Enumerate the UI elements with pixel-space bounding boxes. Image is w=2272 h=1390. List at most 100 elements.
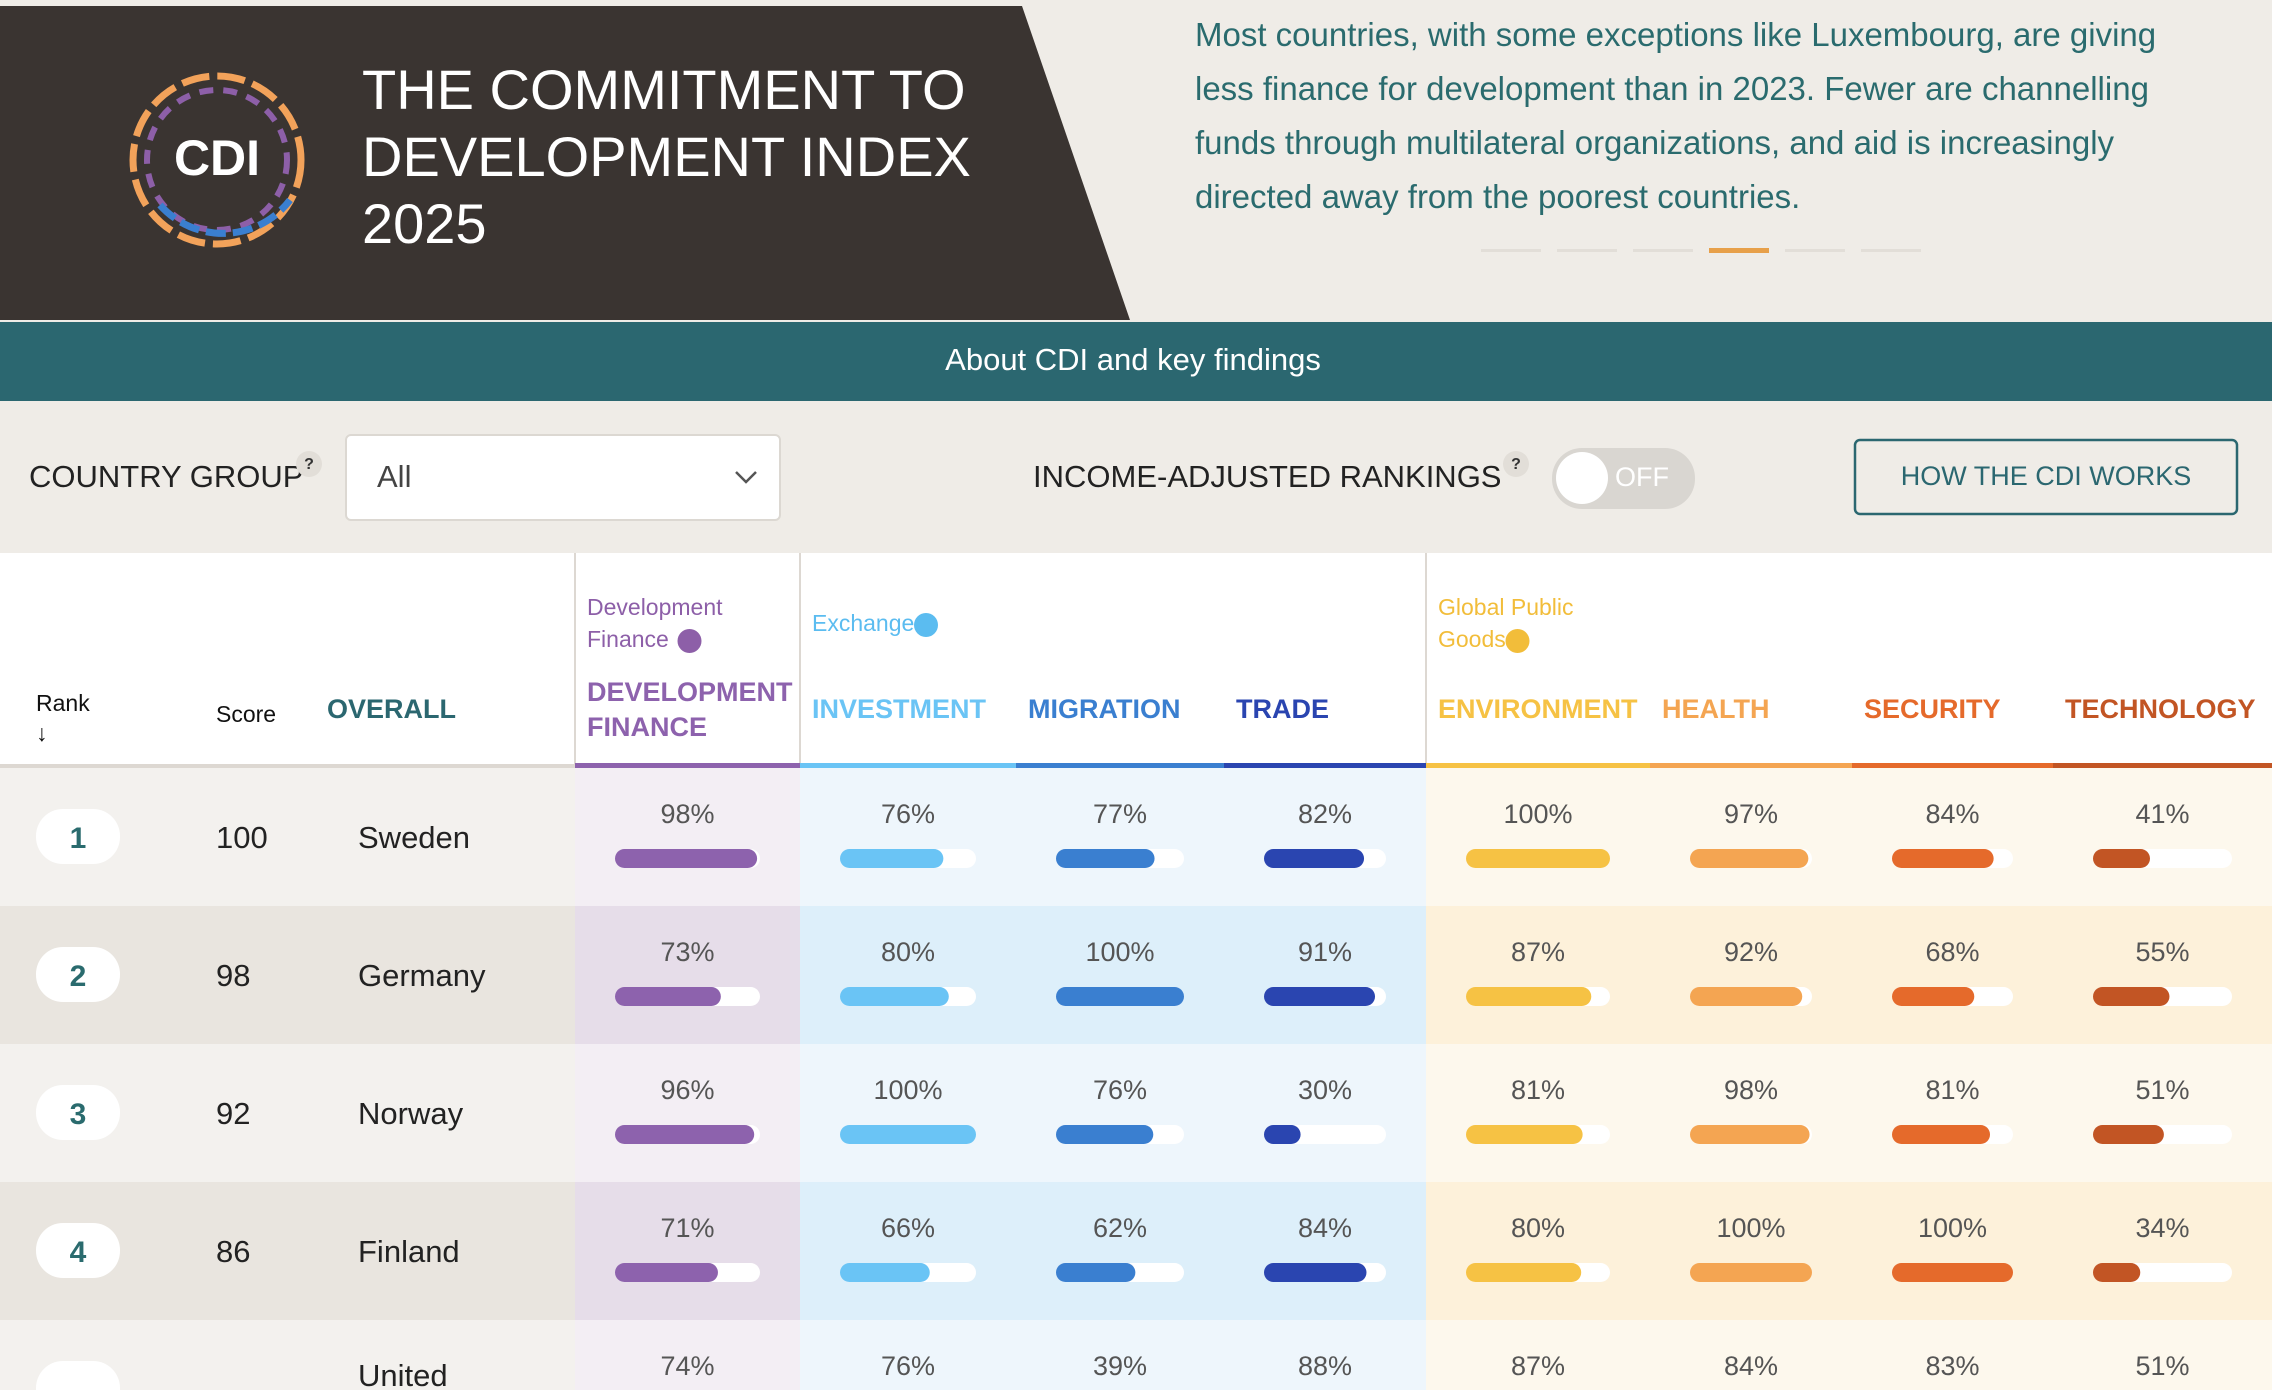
page-dot[interactable] bbox=[1481, 249, 1541, 252]
rank-pill bbox=[36, 1223, 120, 1278]
column-underline bbox=[800, 763, 1016, 769]
value-label: 97% bbox=[1724, 799, 1778, 829]
country: Sweden bbox=[358, 820, 470, 855]
column-underline bbox=[1224, 763, 1426, 769]
column-header[interactable]: TECHNOLOGY bbox=[2065, 694, 2256, 724]
value-label: 92% bbox=[1724, 937, 1778, 967]
cell-bg bbox=[1224, 1320, 1426, 1390]
cell-bg bbox=[1426, 1044, 1650, 1182]
country: Norway bbox=[358, 1096, 464, 1131]
logo-ring-outer bbox=[129, 72, 305, 248]
cell-bg bbox=[800, 906, 1016, 1044]
table-body: Development Finance Exchange Global Public G… bbox=[0, 553, 2272, 1390]
cell-bg bbox=[1852, 906, 2053, 1044]
group-label: Finance bbox=[587, 626, 669, 652]
title-line: 2025 bbox=[362, 192, 487, 255]
group-label: Development bbox=[587, 594, 723, 620]
value-label: 87% bbox=[1511, 937, 1565, 967]
help-text[interactable]: ? bbox=[304, 456, 314, 473]
cell-bg bbox=[1224, 906, 1426, 1044]
cell-bg bbox=[1016, 906, 1224, 1044]
bar bbox=[1892, 1263, 2013, 1282]
bar bbox=[1466, 849, 1610, 868]
score: 86 bbox=[216, 1234, 250, 1269]
cell-bg bbox=[575, 906, 800, 1044]
score: 98 bbox=[216, 958, 250, 993]
column-underline bbox=[1852, 763, 2053, 769]
column-underline bbox=[2053, 763, 2272, 769]
bar bbox=[615, 1125, 755, 1144]
column-header[interactable]: DEVELOPMENT bbox=[587, 677, 793, 707]
cell-bg bbox=[2053, 1182, 2272, 1320]
help-icon[interactable] bbox=[296, 451, 322, 477]
bar bbox=[1892, 987, 1975, 1006]
toggle-knob[interactable] bbox=[1556, 452, 1608, 504]
value-label: 96% bbox=[660, 1075, 714, 1105]
country-group-label: COUNTRY GROUP bbox=[29, 459, 303, 494]
bar bbox=[1466, 1125, 1583, 1144]
cell-bg bbox=[800, 1320, 1016, 1390]
bar bbox=[2093, 849, 2150, 868]
how-button-text[interactable]: HOW THE CDI WORKS bbox=[1901, 461, 2192, 491]
column-header[interactable]: SECURITY bbox=[1864, 694, 2001, 724]
bar bbox=[615, 1263, 718, 1282]
rank: 4 bbox=[70, 1236, 87, 1269]
group-help-icon[interactable] bbox=[1505, 629, 1530, 653]
column-header[interactable]: FINANCE bbox=[587, 712, 707, 742]
bar bbox=[1056, 1263, 1136, 1282]
page-dot[interactable] bbox=[1861, 249, 1921, 252]
cell-bg bbox=[1426, 906, 1650, 1044]
banner-text[interactable]: About CDI and key findings bbox=[945, 342, 1321, 377]
column-header[interactable]: HEALTH bbox=[1662, 694, 1770, 724]
value-label: 100% bbox=[1716, 1213, 1785, 1243]
value-label: 76% bbox=[1093, 1075, 1147, 1105]
bar bbox=[1264, 987, 1376, 1006]
country-select-value[interactable]: All bbox=[377, 459, 411, 494]
cell-bg bbox=[1426, 768, 1650, 906]
column-underline bbox=[575, 763, 800, 769]
cell-bg bbox=[575, 1044, 800, 1182]
title-line: DEVELOPMENT INDEX bbox=[362, 125, 971, 188]
value-label: 51% bbox=[2135, 1351, 2189, 1381]
column-header[interactable]: TRADE bbox=[1236, 694, 1329, 724]
group-help-icon[interactable] bbox=[914, 613, 938, 637]
column-underline bbox=[1650, 763, 1852, 769]
page-dot[interactable] bbox=[1557, 249, 1617, 252]
help-icon[interactable] bbox=[1503, 451, 1529, 477]
value-label: 100% bbox=[1918, 1213, 1987, 1243]
cell-bg bbox=[800, 1044, 1016, 1182]
how-button[interactable] bbox=[1853, 438, 2239, 516]
cell-bg bbox=[1852, 768, 2053, 906]
cell-bg bbox=[1016, 1182, 1224, 1320]
overall-header[interactable]: OVERALL bbox=[327, 694, 456, 724]
value-label: 68% bbox=[1925, 937, 1979, 967]
cell-bg bbox=[1650, 768, 1852, 906]
value-label: 71% bbox=[660, 1213, 714, 1243]
rank-pill bbox=[36, 1361, 120, 1390]
rank-pill bbox=[36, 947, 120, 1002]
score: 92 bbox=[216, 1096, 250, 1131]
group-help-icon[interactable] bbox=[677, 629, 702, 653]
logo: CDI bbox=[129, 72, 305, 248]
page-dot[interactable] bbox=[1633, 249, 1693, 252]
description-line: less finance for development than in 202… bbox=[1195, 70, 2149, 107]
bar bbox=[1690, 849, 1809, 868]
column-header[interactable]: ENVIRONMENT bbox=[1438, 694, 1638, 724]
rank: 2 bbox=[70, 960, 87, 993]
column-header[interactable]: MIGRATION bbox=[1028, 694, 1180, 724]
help-text[interactable]: ? bbox=[1511, 456, 1521, 473]
sort-arrow[interactable]: ↓ bbox=[36, 720, 48, 746]
rank: 3 bbox=[70, 1098, 87, 1131]
page-dot-active[interactable] bbox=[1709, 248, 1769, 253]
value-label: 73% bbox=[660, 937, 714, 967]
cell-bg bbox=[800, 1182, 1016, 1320]
page-dot[interactable] bbox=[1785, 249, 1845, 252]
value-label: 66% bbox=[881, 1213, 935, 1243]
select-chevron[interactable] bbox=[735, 471, 757, 484]
column-header[interactable]: INVESTMENT bbox=[812, 694, 987, 724]
cell-bg bbox=[1852, 1044, 2053, 1182]
rank-header[interactable]: Rank bbox=[36, 690, 90, 716]
banner[interactable] bbox=[0, 322, 2272, 401]
toggle-text[interactable]: OFF bbox=[1615, 462, 1669, 492]
country-select[interactable] bbox=[345, 434, 781, 521]
